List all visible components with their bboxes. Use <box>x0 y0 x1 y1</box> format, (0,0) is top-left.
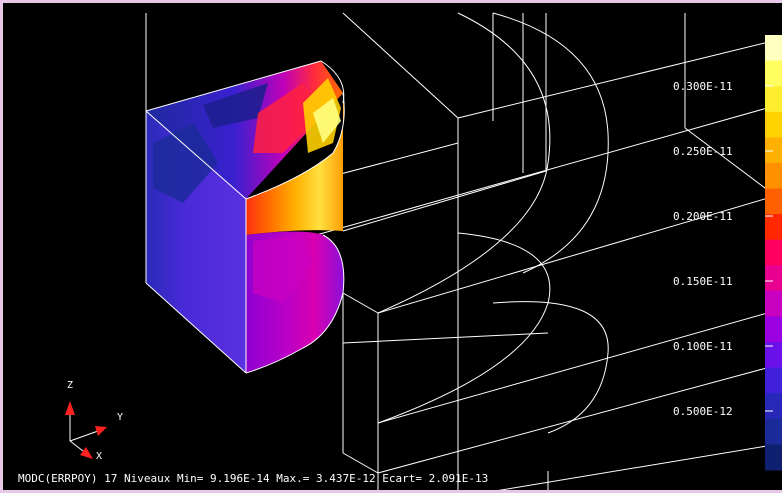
legend-color-swatch <box>765 188 782 215</box>
y-axis-label: Y <box>117 412 124 423</box>
legend-color-swatch <box>765 342 782 369</box>
legend-tick-label: 0.250E-11 <box>673 145 733 158</box>
legend-ticks <box>765 85 773 412</box>
legend-tick-label: 0.500E-12 <box>673 405 733 418</box>
legend-color-swatch <box>765 111 782 138</box>
legend-color-swatch <box>765 444 782 471</box>
z-axis-label: Z <box>67 380 74 391</box>
axis-triad <box>65 401 107 459</box>
legend-color-swatch <box>765 86 782 113</box>
status-line: MODC(ERRPOY) 17 Niveaux Min= 9.196E-14 M… <box>18 472 489 485</box>
legend-color-swatch <box>765 393 782 420</box>
mesh-scene <box>65 12 782 490</box>
legend-color-swatch <box>765 265 782 292</box>
legend-tick-label: 0.100E-11 <box>673 340 733 353</box>
contour-solid <box>146 61 345 373</box>
z-axis-arrow-icon <box>65 401 75 415</box>
x-axis-label: X <box>96 451 103 462</box>
legend-color-swatch <box>765 60 782 87</box>
legend-color-swatch <box>765 418 782 445</box>
y-axis-arrow-icon <box>95 426 107 436</box>
legend-color-swatch <box>765 214 782 241</box>
x-axis-arrow-icon <box>80 447 93 459</box>
legend-tick-label: 0.150E-11 <box>673 275 733 288</box>
legend-color-swatch <box>765 162 782 190</box>
legend-color-swatch <box>765 367 782 394</box>
legend-color-swatch <box>765 35 782 62</box>
legend-tick-label: 0.300E-11 <box>673 80 733 93</box>
contour-solid-edges <box>145 60 345 374</box>
legend-color-swatch <box>765 137 782 164</box>
legend-color-swatch <box>765 239 782 266</box>
legend-color-bar <box>765 35 782 471</box>
legend-tick-label: 0.200E-11 <box>673 210 733 223</box>
legend-color-swatch <box>765 316 782 343</box>
legend-color-swatch <box>765 290 782 317</box>
